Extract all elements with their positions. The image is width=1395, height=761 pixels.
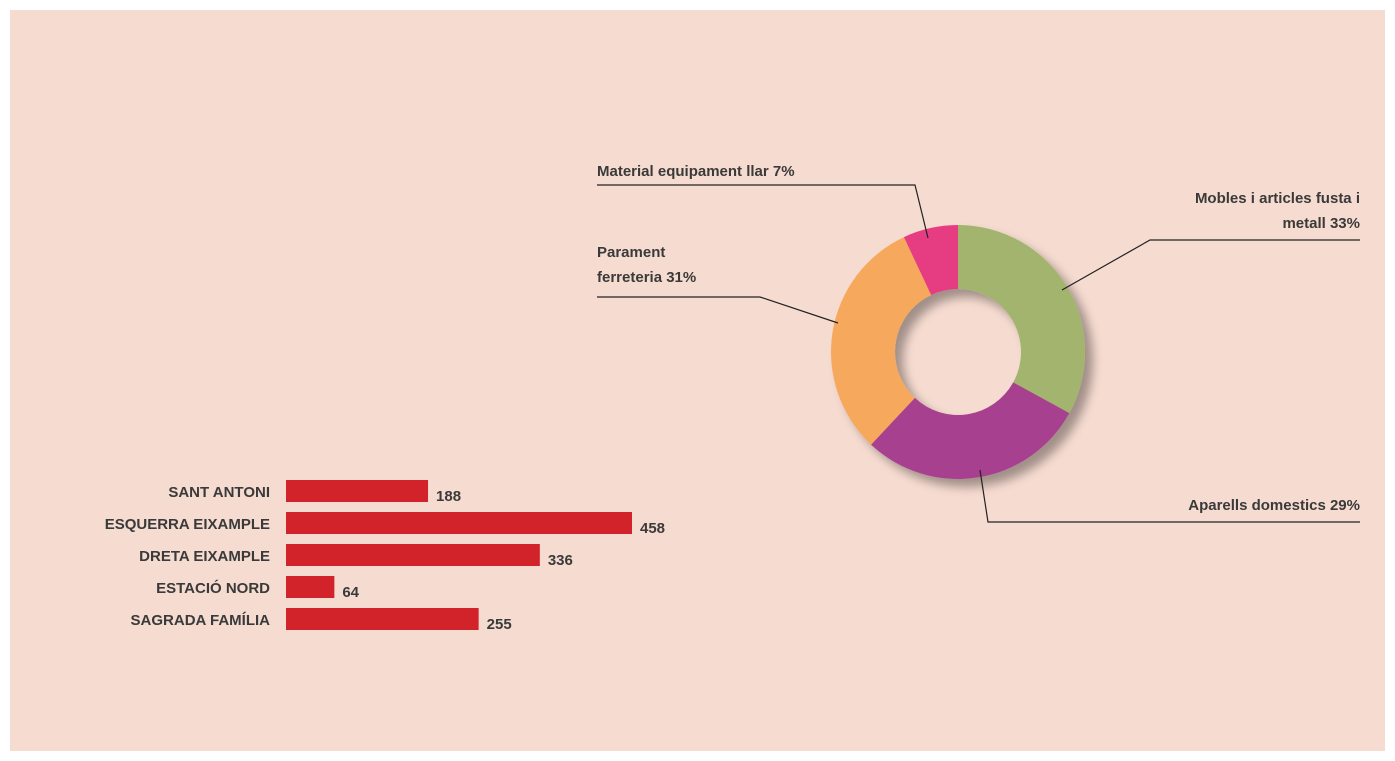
bar <box>286 544 540 566</box>
leader-line <box>597 184 929 239</box>
donut-slice <box>831 237 932 445</box>
donut-slice <box>903 225 958 295</box>
leader-line <box>597 296 839 324</box>
category-label: SAGRADA FAMÍLIA <box>131 612 271 629</box>
bar <box>286 608 479 630</box>
donut-slice <box>871 382 1070 479</box>
donut <box>831 225 1085 479</box>
leader-line <box>1061 239 1360 291</box>
donut-slice <box>958 225 1085 414</box>
slice-name: Parament ferreteria <box>597 244 666 286</box>
leader-line <box>979 469 1360 523</box>
slice-percent: 7% <box>772 163 795 180</box>
panel <box>10 10 1385 751</box>
slice-name: Mobles i articles fusta i metall <box>1194 190 1360 232</box>
slice-label: Aparells domestics 29% <box>1100 493 1360 518</box>
slice-label: Mobles i articles fusta i metall 33% <box>1190 186 1360 236</box>
slice-name: Aparells domestics <box>1188 497 1326 514</box>
slice-percent: 29% <box>1329 497 1360 514</box>
category-label: SANT ANTONI <box>168 484 270 501</box>
value-label: 64 <box>342 584 359 601</box>
slice-label: Parament ferreteria 31% <box>597 240 727 290</box>
value-label: 188 <box>436 488 461 505</box>
bar <box>286 480 429 502</box>
leader-lines <box>597 184 1360 523</box>
bar <box>286 512 632 534</box>
bar <box>286 576 335 598</box>
value-label: 255 <box>487 616 512 633</box>
slice-percent: 33% <box>1329 215 1360 232</box>
slice-percent: 31% <box>666 269 697 286</box>
category-label: ESTACIÓ NORD <box>156 579 270 597</box>
slice-name: Material equipament llar <box>597 163 769 180</box>
category-label: DRETA EIXAMPLE <box>139 548 270 565</box>
value-label: 458 <box>640 520 665 537</box>
value-label: 336 <box>548 552 573 569</box>
category-label: ESQUERRA EIXAMPLE <box>105 516 270 533</box>
slice-label: Material equipament llar 7% <box>597 159 897 184</box>
